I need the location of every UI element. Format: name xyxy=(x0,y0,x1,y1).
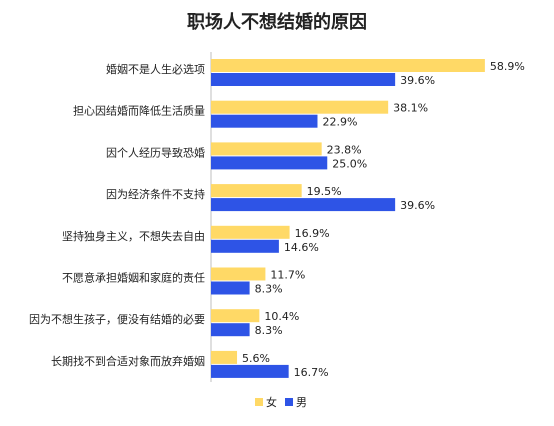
category-label: 因为经济条件不支持 xyxy=(106,187,205,201)
category-label: 长期找不到合适对象而放弃婚姻 xyxy=(51,354,205,368)
data-label: 11.7% xyxy=(270,269,305,282)
data-label: 19.5% xyxy=(307,185,342,198)
bar-male xyxy=(211,364,289,378)
data-label: 58.9% xyxy=(490,60,525,73)
bar-female xyxy=(211,59,485,72)
data-label: 16.7% xyxy=(294,366,329,379)
legend: 女男 xyxy=(255,395,307,409)
data-label: 8.3% xyxy=(255,324,283,337)
bar-female xyxy=(211,100,389,114)
bar-male xyxy=(211,198,396,212)
bars-group: 婚姻不是人生必选项 58.9% 39.6% 担心因结婚而降低生活质量 38.1% 22.9… xyxy=(29,59,525,379)
data-label: 39.6% xyxy=(400,74,435,87)
data-label: 39.6% xyxy=(400,199,435,212)
category-label: 婚姻不是人生必选项 xyxy=(106,62,205,76)
category-label: 因为不想生孩子，便没有结婚的必要 xyxy=(29,312,205,326)
bar-male xyxy=(211,114,318,128)
bar-male xyxy=(211,323,250,337)
data-label: 8.3% xyxy=(255,283,283,296)
bar-female xyxy=(211,225,290,239)
bar-male xyxy=(211,156,328,170)
data-label: 10.4% xyxy=(264,310,299,323)
bar-female xyxy=(211,184,302,198)
bar-female xyxy=(211,350,238,364)
bar-male xyxy=(211,239,279,253)
legend-swatch xyxy=(255,398,263,406)
data-label: 38.1% xyxy=(393,102,428,115)
data-label: 22.9% xyxy=(322,116,357,129)
legend-swatch xyxy=(285,398,293,406)
category-label: 担心因结婚而降低生活质量 xyxy=(73,104,205,118)
bar-male xyxy=(211,73,396,86)
category-label: 不愿意承担婚姻和家庭的责任 xyxy=(62,271,205,285)
data-label: 14.6% xyxy=(284,241,319,254)
category-label: 因个人经历导致恐婚 xyxy=(106,145,205,159)
bar-female xyxy=(211,309,260,323)
data-label: 25.0% xyxy=(332,157,367,170)
chart-title: 职场人不想结婚的原因 xyxy=(187,12,367,33)
bar-male xyxy=(211,281,250,295)
data-label: 23.8% xyxy=(327,143,362,156)
legend-label: 女 xyxy=(266,395,277,409)
bar-female xyxy=(211,267,266,281)
bar-female xyxy=(211,142,322,156)
data-label: 5.6% xyxy=(242,352,270,365)
category-label: 坚持独身主义，不想失去自由 xyxy=(62,229,205,243)
data-label: 16.9% xyxy=(295,227,330,240)
legend-label: 男 xyxy=(296,396,307,409)
